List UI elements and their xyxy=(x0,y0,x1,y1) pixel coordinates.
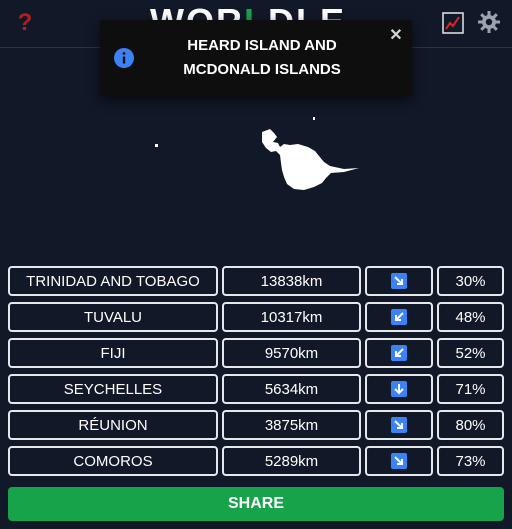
guess-row: TRINIDAD AND TOBAGO 13838km 30% xyxy=(8,266,504,298)
arrow-south-icon xyxy=(391,381,407,397)
guess-proximity: 80% xyxy=(437,410,504,440)
territory-silhouette xyxy=(155,117,359,190)
arrow-south-east-icon xyxy=(391,273,407,289)
guess-direction xyxy=(365,446,433,476)
arrow-south-west-icon xyxy=(391,345,407,361)
stats-icon[interactable] xyxy=(442,12,464,34)
guess-country: TUVALU xyxy=(8,302,218,332)
close-icon[interactable]: ✕ xyxy=(389,27,403,44)
guess-direction xyxy=(365,410,433,440)
guess-country: RÉUNION xyxy=(8,410,218,440)
guess-proximity: 48% xyxy=(437,302,504,332)
gear-icon[interactable] xyxy=(477,10,501,36)
guess-distance: 5634km xyxy=(222,374,361,404)
guess-row: RÉUNION 3875km 80% xyxy=(8,410,504,442)
guess-direction xyxy=(365,302,433,332)
guess-distance: 10317km xyxy=(222,302,361,332)
guess-row: FIJI 9570km 52% xyxy=(8,338,504,370)
guess-proximity: 52% xyxy=(437,338,504,368)
toast-message: HEARD ISLAND AND MCDONALD ISLANDS xyxy=(183,37,341,78)
arrow-south-east-icon xyxy=(391,453,407,469)
guess-list: TRINIDAD AND TOBAGO 13838km 30% TUVALU 1… xyxy=(8,266,504,482)
arrow-south-east-icon xyxy=(391,417,407,433)
guess-country: FIJI xyxy=(8,338,218,368)
guess-distance: 13838km xyxy=(222,266,361,296)
info-icon xyxy=(114,48,134,68)
arrow-south-west-icon xyxy=(391,309,407,325)
guess-row: TUVALU 10317km 48% xyxy=(8,302,504,334)
guess-direction xyxy=(365,266,433,296)
guess-row: COMOROS 5289km 73% xyxy=(8,446,504,478)
guess-distance: 5289km xyxy=(222,446,361,476)
guess-country: COMOROS xyxy=(8,446,218,476)
guess-direction xyxy=(365,338,433,368)
guess-country: TRINIDAD AND TOBAGO xyxy=(8,266,218,296)
guess-distance: 9570km xyxy=(222,338,361,368)
guess-proximity: 71% xyxy=(437,374,504,404)
share-button[interactable]: SHARE xyxy=(8,487,504,521)
guess-proximity: 30% xyxy=(437,266,504,296)
country-toast: HEARD ISLAND AND MCDONALD ISLANDS ✕ xyxy=(100,20,412,96)
guess-direction xyxy=(365,374,433,404)
guess-proximity: 73% xyxy=(437,446,504,476)
guess-row: SEYCHELLES 5634km 71% xyxy=(8,374,504,406)
guess-country: SEYCHELLES xyxy=(8,374,218,404)
help-icon[interactable]: ? xyxy=(17,9,33,36)
guess-distance: 3875km xyxy=(222,410,361,440)
